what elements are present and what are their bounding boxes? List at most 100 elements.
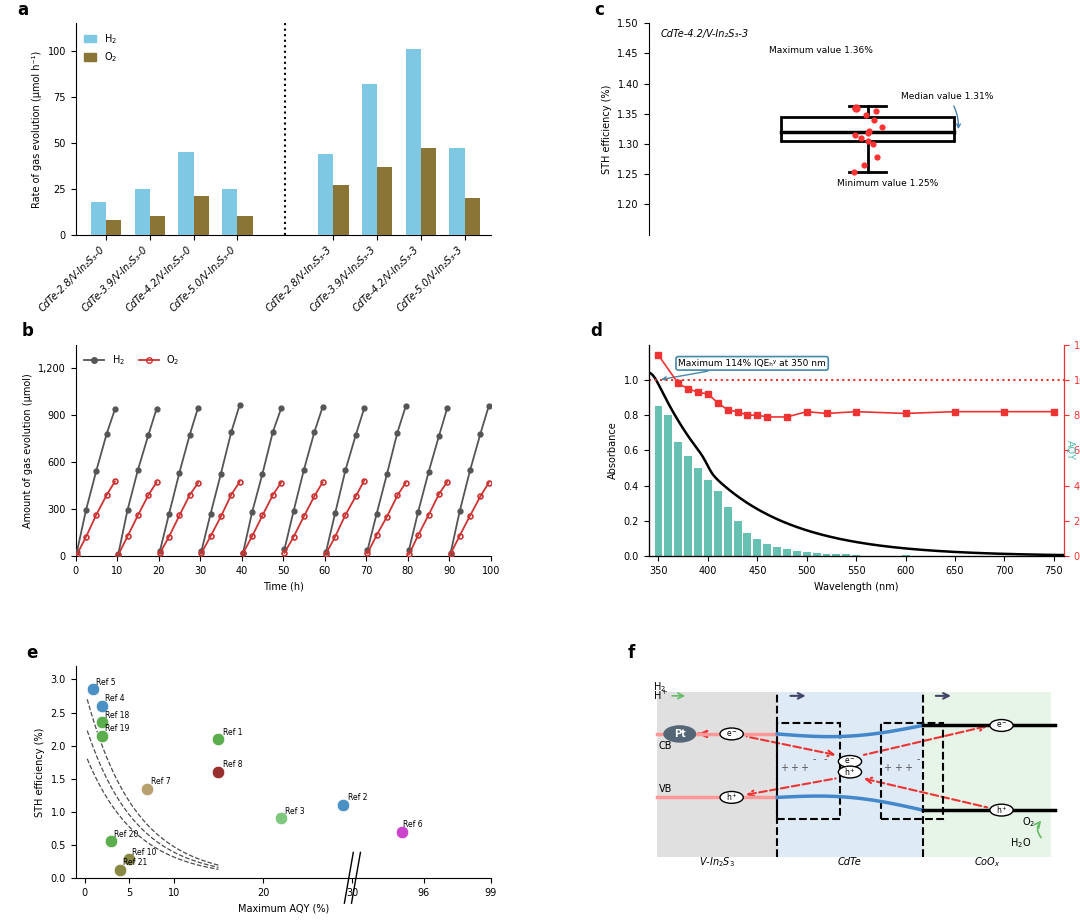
Circle shape	[990, 720, 1013, 732]
Bar	[773, 547, 781, 556]
Circle shape	[720, 792, 743, 803]
Text: V-In$_2$S$_3$: V-In$_2$S$_3$	[699, 855, 735, 869]
Y-axis label: STH efficiency (%): STH efficiency (%)	[35, 727, 45, 817]
Bar	[319, 153, 334, 235]
Text: Ref 18: Ref 18	[105, 711, 130, 720]
Text: -: -	[813, 754, 816, 764]
Bar	[793, 551, 801, 556]
Bar	[464, 198, 480, 235]
Text: CdTe: CdTe	[838, 857, 862, 867]
Text: h$^+$: h$^+$	[996, 804, 1008, 816]
Bar	[823, 553, 831, 556]
Text: Ref 7: Ref 7	[150, 777, 171, 786]
Bar	[881, 723, 944, 819]
Bar	[377, 166, 392, 235]
Text: VB: VB	[659, 784, 673, 795]
Y-axis label: Amount of gas evolution (μmol): Amount of gas evolution (μmol)	[23, 373, 32, 528]
Bar	[222, 188, 238, 235]
Text: h$^+$: h$^+$	[726, 792, 738, 803]
Text: Minimum value 1.25%: Minimum value 1.25%	[837, 178, 939, 188]
Text: e: e	[26, 644, 37, 662]
Text: +: +	[883, 763, 891, 772]
Bar	[778, 723, 839, 819]
Bar	[833, 554, 840, 556]
Text: H$^+$: H$^+$	[652, 689, 669, 702]
Text: Ref 6: Ref 6	[403, 820, 423, 829]
X-axis label: Time (h): Time (h)	[262, 581, 303, 591]
Bar	[106, 220, 121, 235]
Text: +: +	[800, 763, 808, 772]
Text: e$^-$: e$^-$	[996, 721, 1008, 730]
Text: CdTe-4.2/V-In₂S₃-3: CdTe-4.2/V-In₂S₃-3	[661, 30, 750, 40]
Text: CB: CB	[659, 741, 673, 751]
Text: Ref 3: Ref 3	[285, 807, 305, 816]
Bar	[812, 553, 821, 556]
Bar	[449, 148, 464, 235]
Bar	[362, 84, 377, 235]
Text: Median value 1.31%: Median value 1.31%	[902, 91, 994, 128]
Text: d: d	[591, 322, 603, 340]
Text: e$^-$: e$^-$	[845, 757, 855, 766]
Text: +: +	[789, 763, 798, 772]
Bar	[657, 692, 778, 857]
Text: Ref 10: Ref 10	[132, 847, 157, 857]
Bar	[842, 554, 850, 556]
Bar	[406, 49, 421, 235]
Bar	[783, 549, 791, 556]
Circle shape	[838, 756, 862, 767]
Y-axis label: Rate of gas evolution (μmol h⁻¹): Rate of gas evolution (μmol h⁻¹)	[32, 50, 42, 208]
Text: O$_2$: O$_2$	[1023, 815, 1036, 829]
Text: Ref 5: Ref 5	[96, 677, 116, 687]
Bar	[743, 533, 752, 556]
Bar	[150, 216, 165, 235]
Bar	[238, 216, 253, 235]
Text: Ref 8: Ref 8	[222, 760, 242, 770]
Text: e$^-$: e$^-$	[726, 729, 738, 739]
Bar	[764, 544, 771, 556]
Bar	[724, 507, 731, 556]
Text: H$_2$: H$_2$	[652, 681, 665, 694]
Legend: H$_2$, O$_2$: H$_2$, O$_2$	[81, 28, 121, 68]
Text: +: +	[894, 763, 902, 772]
X-axis label: Wavelength (nm): Wavelength (nm)	[814, 581, 899, 591]
Text: Ref 19: Ref 19	[105, 724, 130, 733]
Text: a: a	[17, 1, 28, 18]
Y-axis label: STH efficiency (%): STH efficiency (%)	[602, 84, 611, 174]
Text: -: -	[823, 754, 827, 764]
Bar	[802, 552, 811, 556]
Bar	[754, 539, 761, 556]
Text: CoO$_x$: CoO$_x$	[974, 855, 1000, 869]
Text: +: +	[904, 763, 913, 772]
Y-axis label: Absorbance: Absorbance	[608, 421, 618, 480]
Text: Ref 2: Ref 2	[348, 794, 367, 802]
Bar	[654, 407, 662, 556]
Text: Pt: Pt	[674, 729, 686, 739]
Bar	[91, 201, 106, 235]
Circle shape	[664, 726, 696, 742]
Y-axis label: AQY: AQY	[1065, 441, 1075, 460]
Text: Ref 21: Ref 21	[123, 858, 147, 868]
Text: Maximum value 1.36%: Maximum value 1.36%	[769, 46, 874, 55]
Bar	[714, 491, 721, 556]
Circle shape	[838, 766, 862, 778]
Bar	[193, 196, 208, 235]
Bar	[664, 415, 673, 556]
Bar	[852, 554, 860, 556]
Text: c: c	[595, 1, 605, 18]
Bar	[704, 480, 712, 556]
Bar	[684, 456, 692, 556]
Text: Ref 1: Ref 1	[222, 728, 242, 737]
Text: Maximum 114% IQEₕʸ at 350 nm: Maximum 114% IQEₕʸ at 350 nm	[663, 359, 826, 381]
Bar	[778, 692, 922, 857]
Text: -: -	[917, 754, 920, 764]
Text: f: f	[627, 644, 635, 662]
Circle shape	[990, 804, 1013, 816]
Bar	[694, 468, 702, 556]
X-axis label: Maximum AQY (%): Maximum AQY (%)	[238, 903, 328, 913]
Bar	[421, 148, 436, 235]
Bar	[733, 521, 742, 556]
Circle shape	[720, 728, 743, 740]
Legend: H$_2$, O$_2$: H$_2$, O$_2$	[81, 349, 184, 371]
Text: +: +	[780, 763, 787, 772]
Bar	[922, 692, 1051, 857]
